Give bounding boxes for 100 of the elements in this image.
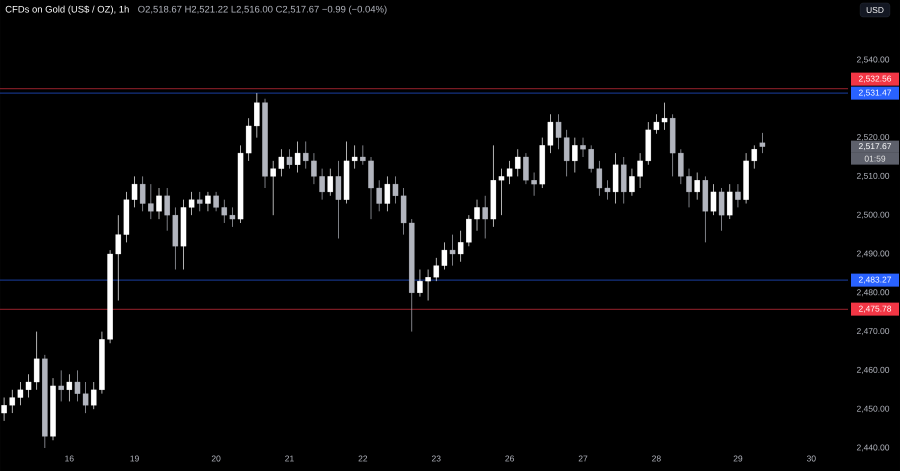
candlestick xyxy=(629,168,635,196)
candlestick xyxy=(678,148,684,184)
candlestick xyxy=(164,188,170,232)
candlestick xyxy=(286,148,292,169)
candlestick xyxy=(188,192,194,216)
candlestick xyxy=(205,192,211,212)
x-tick-label: 20 xyxy=(212,456,220,462)
ref-line-label: 2,532.56 xyxy=(858,76,892,83)
candlestick xyxy=(66,374,72,402)
candlestick xyxy=(604,180,610,200)
ref-line-label: 2,531.47 xyxy=(858,90,892,97)
y-tick-label: 2,460.00 xyxy=(856,366,890,374)
candlestick xyxy=(548,114,554,154)
candlestick xyxy=(662,102,668,130)
x-tick-label: 19 xyxy=(130,456,139,462)
candlestick xyxy=(254,92,260,138)
text: 2,517.67 xyxy=(858,143,892,150)
candlestick xyxy=(294,141,300,173)
candlestick xyxy=(221,199,227,224)
candlestick xyxy=(34,331,40,390)
candlestick xyxy=(588,144,594,173)
candlestick xyxy=(498,168,504,216)
candlestick xyxy=(26,374,32,398)
ref-line-label: 2,475.78 xyxy=(858,306,892,313)
candlestick xyxy=(433,258,439,282)
candlestick xyxy=(474,199,480,232)
candlestick xyxy=(760,132,766,154)
x-tick-label: 22 xyxy=(358,456,368,462)
candlestick xyxy=(311,152,317,184)
candlestick xyxy=(1,397,7,422)
candlestick xyxy=(18,382,24,406)
y-tick-label: 2,470.00 xyxy=(856,328,890,336)
y-tick-label: 2,540.00 xyxy=(856,56,890,64)
candlestick xyxy=(9,389,15,414)
candlestick xyxy=(531,172,537,196)
candlestick xyxy=(58,370,64,402)
candlestick xyxy=(515,148,521,177)
x-tick-label: 16 xyxy=(65,456,74,462)
candlestick xyxy=(751,144,757,169)
chart-subtitle: O2,518.67 H2,521.22 L2,516.00 C2,517.67 −0.99 (−0.04%) xyxy=(138,6,387,14)
y-tick-label: 2,520.00 xyxy=(856,134,890,142)
candlestick xyxy=(727,184,733,220)
candlestick xyxy=(718,188,724,232)
candlestick xyxy=(710,184,716,216)
candlestick xyxy=(637,152,643,188)
candlestick xyxy=(303,141,309,169)
candlestick xyxy=(156,188,162,220)
candlestick xyxy=(336,160,342,239)
candlestick xyxy=(115,214,121,301)
candlestick xyxy=(596,160,602,196)
candlestick xyxy=(506,160,512,184)
candlestick xyxy=(735,184,741,208)
x-tick-label: 30 xyxy=(806,456,816,462)
candlestick xyxy=(482,195,488,239)
x-tick-label: 26 xyxy=(505,456,514,462)
x-tick-label: 27 xyxy=(578,456,588,462)
candlestick xyxy=(82,382,88,414)
y-tick-label: 2,450.00 xyxy=(856,406,890,413)
candlestick xyxy=(270,160,276,216)
y-tick-label: 2,440.00 xyxy=(856,444,890,452)
x-tick-label: 21 xyxy=(285,456,294,462)
candlestick xyxy=(352,144,358,169)
candlestick xyxy=(523,152,529,184)
candlestick xyxy=(213,192,219,212)
candlestick xyxy=(392,176,398,204)
candlestick xyxy=(74,370,80,402)
candlestick xyxy=(425,269,431,301)
chart-title: CFDs on Gold (US$ / OZ), 1h xyxy=(6,5,129,14)
candlestick xyxy=(132,176,138,208)
candlestick xyxy=(197,192,203,212)
candlestick xyxy=(319,168,325,200)
candlestick xyxy=(91,382,97,410)
candlestick xyxy=(230,207,236,228)
candlestick xyxy=(278,148,284,177)
candlestick xyxy=(564,129,570,177)
candlestick xyxy=(686,168,692,208)
candlestick xyxy=(694,172,700,200)
candlestick xyxy=(360,144,366,166)
candlestick xyxy=(654,114,660,134)
text: USD xyxy=(866,7,884,13)
candlestick xyxy=(572,137,578,173)
y-tick-label: 2,510.00 xyxy=(856,172,890,180)
candlestick xyxy=(376,180,382,212)
candlestick xyxy=(458,230,464,262)
x-tick-label: 28 xyxy=(652,456,661,462)
x-tick-label: 23 xyxy=(432,456,441,462)
candlestick xyxy=(442,242,448,270)
candlestick xyxy=(140,176,146,212)
candlestick xyxy=(327,168,333,196)
text: 01:59 xyxy=(864,156,886,162)
x-tick-label: 29 xyxy=(734,456,742,462)
candlestick xyxy=(450,234,456,266)
candlestick xyxy=(580,137,586,158)
ref-line-label: 2,483.27 xyxy=(858,276,892,284)
y-tick-label: 2,490.00 xyxy=(856,250,890,258)
y-tick-label: 2,500.00 xyxy=(856,212,890,219)
candlestick xyxy=(417,269,423,298)
y-tick-label: 2,480.00 xyxy=(856,289,890,296)
candlestick xyxy=(556,114,562,150)
candlestick xyxy=(384,176,390,212)
